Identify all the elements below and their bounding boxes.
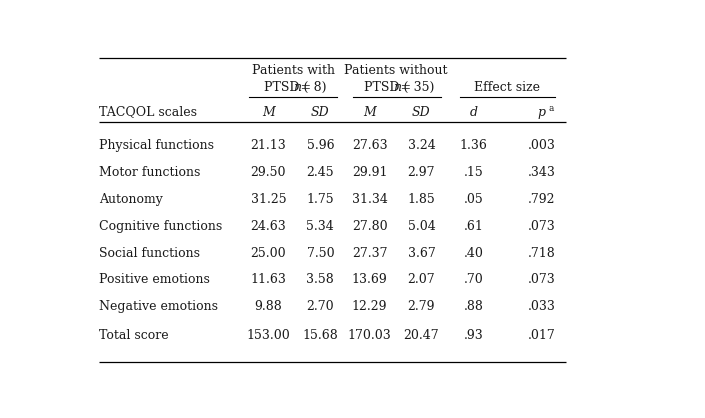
Text: 11.63: 11.63: [250, 273, 286, 286]
Text: Motor functions: Motor functions: [99, 166, 200, 178]
Text: 3.24: 3.24: [407, 139, 435, 152]
Text: .70: .70: [463, 273, 483, 286]
Text: .073: .073: [528, 219, 556, 232]
Text: 3.67: 3.67: [407, 247, 435, 260]
Text: 153.00: 153.00: [247, 329, 290, 342]
Text: n: n: [293, 81, 301, 94]
Text: 27.80: 27.80: [352, 219, 387, 232]
Text: 3.58: 3.58: [307, 273, 334, 286]
Text: = 8): = 8): [298, 81, 326, 94]
Text: 170.03: 170.03: [348, 329, 391, 342]
Text: .61: .61: [463, 219, 483, 232]
Text: Physical functions: Physical functions: [99, 139, 214, 152]
Text: 9.88: 9.88: [255, 301, 282, 314]
Text: = 35): = 35): [398, 81, 434, 94]
Text: M: M: [363, 106, 376, 119]
Text: PTSD (: PTSD (: [264, 81, 308, 94]
Text: 2.97: 2.97: [407, 166, 435, 178]
Text: 29.50: 29.50: [251, 166, 286, 178]
Text: p: p: [538, 106, 546, 119]
Text: Patients without: Patients without: [344, 64, 447, 77]
Text: .073: .073: [528, 273, 556, 286]
Text: 1.85: 1.85: [407, 193, 435, 206]
Text: 1.36: 1.36: [460, 139, 487, 152]
Text: 5.34: 5.34: [307, 219, 334, 232]
Text: .93: .93: [463, 329, 483, 342]
Text: 27.37: 27.37: [352, 247, 387, 260]
Text: PTSD (: PTSD (: [364, 81, 408, 94]
Text: 13.69: 13.69: [352, 273, 387, 286]
Text: a: a: [548, 104, 554, 113]
Text: .033: .033: [527, 301, 556, 314]
Text: .017: .017: [528, 329, 556, 342]
Text: 7.50: 7.50: [307, 247, 334, 260]
Text: Cognitive functions: Cognitive functions: [99, 219, 222, 232]
Text: .792: .792: [528, 193, 556, 206]
Text: .88: .88: [463, 301, 483, 314]
Text: Effect size: Effect size: [474, 81, 541, 94]
Text: 31.25: 31.25: [250, 193, 286, 206]
Text: 2.70: 2.70: [307, 301, 334, 314]
Text: 31.34: 31.34: [352, 193, 388, 206]
Text: .40: .40: [463, 247, 483, 260]
Text: TACQOL scales: TACQOL scales: [99, 106, 197, 119]
Text: 29.91: 29.91: [352, 166, 387, 178]
Text: Patients with: Patients with: [252, 64, 334, 77]
Text: .15: .15: [463, 166, 483, 178]
Text: Social functions: Social functions: [99, 247, 200, 260]
Text: 2.45: 2.45: [307, 166, 334, 178]
Text: 27.63: 27.63: [352, 139, 387, 152]
Text: 12.29: 12.29: [352, 301, 387, 314]
Text: d: d: [470, 106, 477, 119]
Text: 25.00: 25.00: [250, 247, 286, 260]
Text: 20.47: 20.47: [403, 329, 439, 342]
Text: Total score: Total score: [99, 329, 168, 342]
Text: 2.79: 2.79: [407, 301, 435, 314]
Text: 5.96: 5.96: [307, 139, 334, 152]
Text: 1.75: 1.75: [307, 193, 334, 206]
Text: 24.63: 24.63: [250, 219, 286, 232]
Text: Positive emotions: Positive emotions: [99, 273, 210, 286]
Text: SD: SD: [412, 106, 431, 119]
Text: Negative emotions: Negative emotions: [99, 301, 218, 314]
Text: SD: SD: [311, 106, 330, 119]
Text: 5.04: 5.04: [407, 219, 435, 232]
Text: 2.07: 2.07: [407, 273, 435, 286]
Text: 15.68: 15.68: [302, 329, 338, 342]
Text: M: M: [262, 106, 275, 119]
Text: .343: .343: [527, 166, 556, 178]
Text: n: n: [393, 81, 401, 94]
Text: .003: .003: [527, 139, 556, 152]
Text: 21.13: 21.13: [250, 139, 286, 152]
Text: Autonomy: Autonomy: [99, 193, 163, 206]
Text: .05: .05: [463, 193, 483, 206]
Text: .718: .718: [528, 247, 556, 260]
